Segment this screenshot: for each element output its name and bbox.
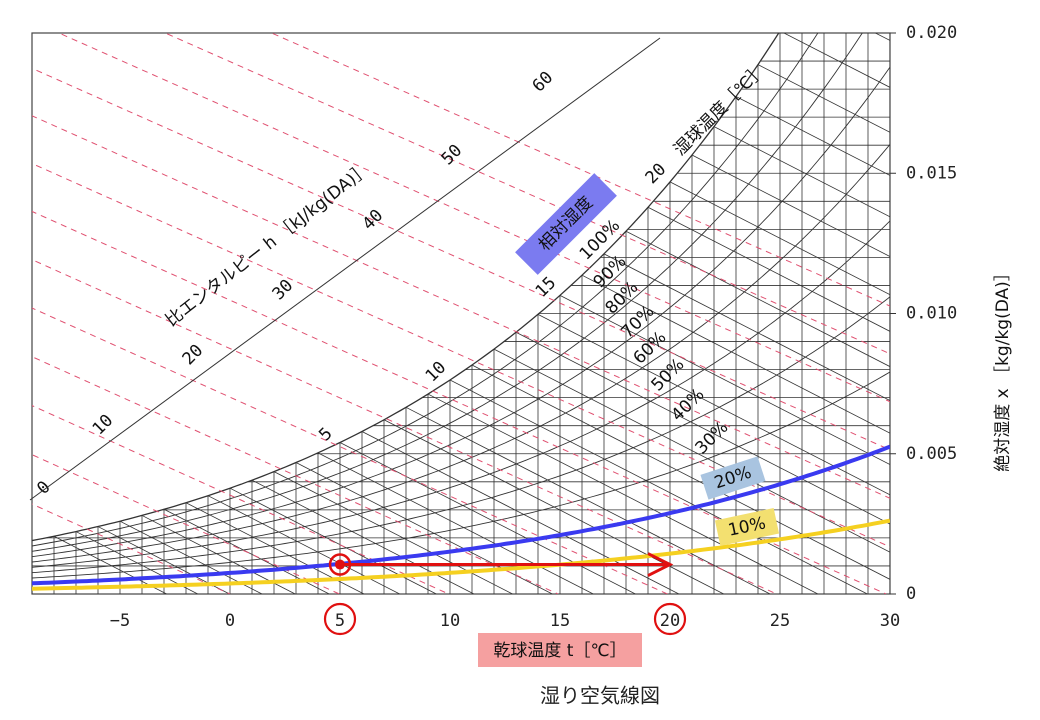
x-tick-highlight bbox=[653, 602, 687, 636]
wet-bulb-line bbox=[581, 274, 890, 434]
wet-bulb-line bbox=[603, 253, 890, 401]
wet-bulb-line bbox=[339, 442, 636, 594]
x-tick-label: 10 bbox=[440, 611, 460, 631]
rh-curve bbox=[32, 33, 780, 542]
x-axis-label-highlight bbox=[478, 633, 642, 667]
x-axis-label: 乾球温度 t［℃］ bbox=[493, 641, 626, 661]
wet-bulb-line bbox=[868, 0, 1040, 594]
x-tick-label: 30 bbox=[880, 611, 900, 631]
process-arrowhead bbox=[647, 552, 674, 577]
rh-value: 40% bbox=[668, 385, 709, 426]
enthalpy-title: 比エンタルピー h ［kJ/kg(DA)］ bbox=[162, 159, 374, 331]
wet-bulb-line bbox=[273, 471, 513, 594]
y-axis-title: 絶対湿度 x ［kg/kg(DA)］ bbox=[993, 264, 1013, 472]
y-tick-label: 0.015 bbox=[906, 163, 957, 183]
enthalpy-line bbox=[32, 405, 449, 594]
enthalpy-value-text: 60 bbox=[529, 68, 558, 97]
wet-bulb-line bbox=[405, 406, 771, 594]
y-tick-label: 0.005 bbox=[906, 444, 957, 464]
y-tick-label: 0.020 bbox=[906, 23, 957, 43]
x-tick-label: 0 bbox=[225, 611, 235, 631]
rh-value-text: 40% bbox=[668, 385, 709, 426]
rh-series-20 bbox=[32, 444, 890, 586]
wet-bulb-value-text: 20 bbox=[642, 160, 671, 189]
enthalpy-value-text: 30 bbox=[269, 276, 298, 305]
wet-bulb-value-text: 5 bbox=[315, 424, 336, 445]
rh-curve bbox=[32, 33, 863, 552]
x-tick-label: 20 bbox=[660, 611, 680, 631]
wet-bulb-line bbox=[890, 0, 1040, 594]
wet-bulb-line bbox=[361, 431, 680, 594]
rh-curve bbox=[32, 296, 890, 574]
rh-curve bbox=[32, 220, 890, 568]
rh-value: 30% bbox=[692, 418, 733, 459]
wet-bulb-line bbox=[471, 364, 890, 580]
wet-bulb-line bbox=[647, 206, 890, 332]
rh-series-10 bbox=[32, 518, 890, 591]
enthalpy-line bbox=[32, 115, 890, 499]
rh20-highlight bbox=[700, 456, 766, 500]
highlighted-series bbox=[32, 444, 890, 591]
enthalpy-value: 10 bbox=[89, 411, 118, 440]
enthalpy-line bbox=[32, 259, 777, 594]
rh-value-text: 30% bbox=[692, 418, 733, 459]
enthalpy-value: 50 bbox=[438, 141, 467, 170]
process-start-point bbox=[335, 559, 345, 570]
wet-bulb-value: 15 bbox=[532, 273, 561, 302]
enthalpy-value: 60 bbox=[529, 68, 558, 97]
x-tick-highlight bbox=[323, 602, 357, 636]
wet-bulb-line bbox=[317, 452, 594, 594]
rh-label-highlight bbox=[515, 173, 617, 275]
y-tick-label: 0.010 bbox=[906, 304, 957, 324]
enthalpy-line bbox=[32, 210, 887, 594]
chart-labels: −5 0 5 10 15 20 25 30 0 0.005 0.010 0.015 0.020 5 10 15… bbox=[29, 23, 957, 636]
rh-curve bbox=[32, 33, 819, 547]
wet-bulb-value: 5 bbox=[315, 424, 336, 445]
wet-bulb-value: 20 bbox=[642, 160, 671, 189]
enthalpy-label: 比エンタルピー h ［kJ/kg(DA)］ bbox=[162, 159, 374, 331]
rh10-highlight bbox=[714, 508, 780, 546]
x-tick-label: −5 bbox=[110, 611, 130, 631]
x-tick-label: 15 bbox=[550, 611, 570, 631]
wet-bulb-line bbox=[713, 126, 890, 218]
wet-bulb-line bbox=[449, 379, 868, 594]
wet-bulb-line bbox=[669, 181, 890, 296]
wet-bulb-line bbox=[515, 331, 890, 525]
x-tick-label: 25 bbox=[770, 611, 790, 631]
enthalpy-scale-line bbox=[29, 37, 661, 501]
enthalpy-value-text: 50 bbox=[438, 141, 467, 170]
wet-bulb-line bbox=[691, 154, 890, 257]
y-tick-label: 0 bbox=[906, 584, 916, 604]
rh10-label: 10% bbox=[714, 508, 780, 546]
wet-bulb-value-text: 15 bbox=[532, 273, 561, 302]
enthalpy-line bbox=[32, 356, 559, 594]
process-arrow bbox=[328, 552, 674, 577]
chart-title: 湿り空気線図 bbox=[540, 684, 660, 708]
process-start-ring bbox=[328, 553, 352, 576]
rh-curve bbox=[32, 371, 890, 579]
wet-bulb-line bbox=[559, 294, 890, 466]
wet-bulb-line bbox=[537, 313, 890, 496]
enthalpy-value-text: 10 bbox=[89, 411, 118, 440]
enthalpy-value: 40 bbox=[359, 206, 388, 235]
wet-bulb-line bbox=[427, 393, 819, 594]
rh-curve bbox=[32, 144, 890, 563]
enthalpy-value-text: 40 bbox=[359, 206, 388, 235]
rh-curve bbox=[32, 66, 890, 558]
enthalpy-value: 20 bbox=[179, 341, 208, 370]
enthalpy-line bbox=[270, 33, 890, 307]
x-tick-label: 5 bbox=[335, 611, 345, 631]
y-axis-label: 絶対湿度 x ［kg/kg(DA)］ bbox=[993, 264, 1013, 472]
enthalpy-value: 30 bbox=[269, 276, 298, 305]
enthalpy-value-text: 20 bbox=[179, 341, 208, 370]
